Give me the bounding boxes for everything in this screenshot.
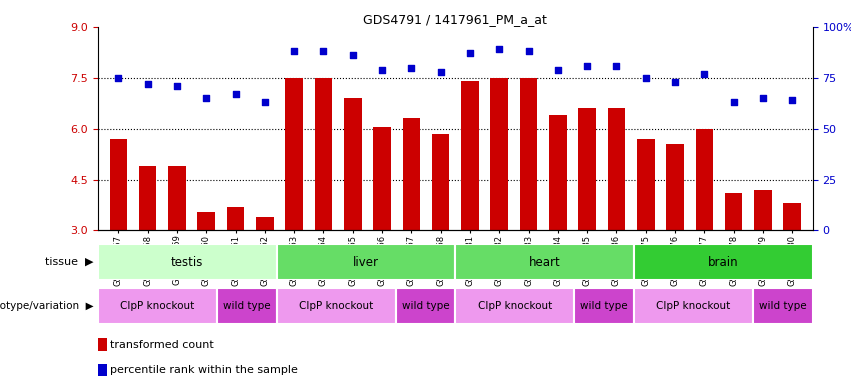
- Bar: [374, 127, 391, 230]
- Text: ClpP knockout: ClpP knockout: [656, 301, 731, 311]
- Point: [404, 65, 418, 71]
- Bar: [315, 78, 332, 230]
- Point: [698, 71, 711, 77]
- Text: ClpP knockout: ClpP knockout: [120, 301, 195, 311]
- Bar: [608, 108, 625, 230]
- Text: brain: brain: [708, 256, 739, 268]
- Text: percentile rank within the sample: percentile rank within the sample: [111, 365, 298, 375]
- Point: [727, 99, 740, 105]
- Bar: [574, 288, 634, 324]
- Bar: [344, 98, 362, 230]
- Bar: [754, 190, 772, 230]
- Bar: [396, 288, 455, 324]
- Point: [170, 83, 184, 89]
- Text: transformed count: transformed count: [111, 340, 214, 350]
- Point: [288, 48, 301, 55]
- Bar: [168, 166, 186, 230]
- Bar: [725, 193, 742, 230]
- Text: liver: liver: [353, 256, 379, 268]
- Point: [258, 99, 271, 105]
- Text: wild type: wild type: [580, 301, 628, 311]
- Bar: [226, 207, 244, 230]
- Bar: [634, 288, 753, 324]
- Bar: [139, 166, 157, 230]
- Text: genotype/variation  ▶: genotype/variation ▶: [0, 301, 94, 311]
- Title: GDS4791 / 1417961_PM_a_at: GDS4791 / 1417961_PM_a_at: [363, 13, 547, 26]
- Point: [668, 79, 682, 85]
- Point: [463, 50, 477, 56]
- Bar: [784, 203, 801, 230]
- Bar: [753, 288, 813, 324]
- Point: [141, 81, 155, 87]
- Bar: [285, 78, 303, 230]
- Text: ClpP knockout: ClpP knockout: [477, 301, 552, 311]
- Bar: [277, 244, 455, 280]
- Bar: [98, 244, 277, 280]
- Bar: [98, 288, 217, 324]
- Bar: [217, 288, 277, 324]
- Text: testis: testis: [171, 256, 203, 268]
- Bar: [637, 139, 654, 230]
- Bar: [490, 78, 508, 230]
- Bar: [403, 118, 420, 230]
- Point: [229, 91, 243, 97]
- Point: [317, 48, 330, 55]
- Bar: [98, 338, 107, 351]
- Bar: [256, 217, 274, 230]
- Point: [522, 48, 535, 55]
- Bar: [549, 115, 567, 230]
- Point: [434, 69, 448, 75]
- Bar: [695, 129, 713, 230]
- Bar: [666, 144, 684, 230]
- Point: [580, 63, 594, 69]
- Text: heart: heart: [528, 256, 561, 268]
- Text: wild type: wild type: [223, 301, 271, 311]
- Text: wild type: wild type: [759, 301, 807, 311]
- Text: ClpP knockout: ClpP knockout: [299, 301, 374, 311]
- Bar: [579, 108, 596, 230]
- Point: [756, 95, 769, 101]
- Bar: [455, 288, 574, 324]
- Point: [493, 46, 506, 52]
- Bar: [520, 78, 537, 230]
- Point: [609, 63, 623, 69]
- Bar: [431, 134, 449, 230]
- Text: tissue  ▶: tissue ▶: [45, 257, 94, 267]
- Point: [111, 74, 125, 81]
- Bar: [98, 364, 107, 376]
- Point: [346, 52, 360, 58]
- Bar: [455, 244, 634, 280]
- Bar: [277, 288, 396, 324]
- Point: [551, 66, 564, 73]
- Text: wild type: wild type: [402, 301, 449, 311]
- Bar: [110, 139, 127, 230]
- Point: [375, 66, 389, 73]
- Point: [785, 97, 799, 103]
- Point: [199, 95, 213, 101]
- Point: [639, 74, 653, 81]
- Bar: [197, 212, 215, 230]
- Bar: [461, 81, 479, 230]
- Bar: [634, 244, 813, 280]
